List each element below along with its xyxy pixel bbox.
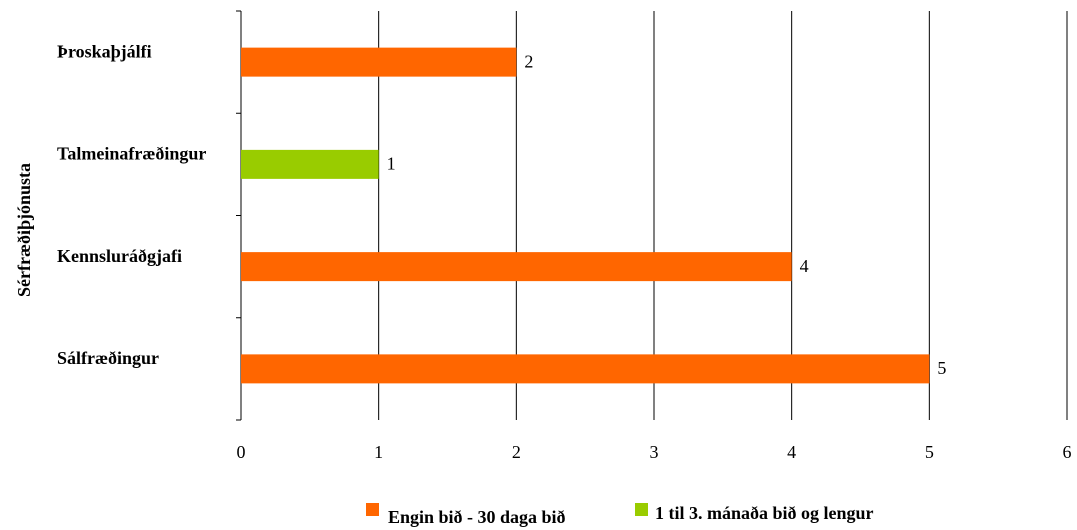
- bar: [241, 252, 792, 282]
- legend-label: Engin bið - 30 daga bið: [388, 507, 566, 527]
- data-label: 1: [387, 154, 396, 174]
- x-tick-labels: 0 1 2 3 4 5 6: [237, 442, 1072, 462]
- legend-label: 1 til 3. mánaða bið og lengur: [655, 503, 874, 523]
- category-label: Talmeinafræðingur: [57, 144, 206, 164]
- category-labels: Þroskaþjálfi Talmeinafræðingur Kennsluráðg…: [57, 41, 206, 368]
- data-label: 4: [800, 256, 809, 276]
- bars: [241, 47, 930, 384]
- y-axis-label: Sérfræðiþjónusta: [14, 163, 34, 297]
- category-label: Kennsluráðgjafi: [57, 246, 182, 266]
- axes: [236, 10, 242, 421]
- category-label: Þroskaþjálfi: [57, 41, 152, 61]
- bar: [241, 47, 517, 77]
- x-tick-label: 2: [512, 442, 521, 462]
- x-tick-label: 6: [1063, 442, 1072, 462]
- x-tick-label: 1: [374, 442, 383, 462]
- bar: [241, 354, 930, 384]
- legend-swatch: [635, 503, 648, 516]
- x-tick-label: 5: [925, 442, 934, 462]
- x-tick-label: 4: [787, 442, 796, 462]
- x-tick-label: 0: [237, 442, 246, 462]
- gridlines: [378, 11, 1068, 420]
- data-label: 5: [937, 358, 946, 378]
- data-label: 2: [524, 51, 533, 71]
- legend-swatch: [366, 503, 379, 516]
- data-labels: 2 1 4 5: [387, 51, 947, 378]
- category-label: Sálfræðingur: [57, 348, 159, 368]
- x-tick-label: 3: [650, 442, 659, 462]
- legend: Engin bið - 30 daga bið 1 til 3. mánaða b…: [366, 503, 874, 527]
- bar: [241, 149, 379, 179]
